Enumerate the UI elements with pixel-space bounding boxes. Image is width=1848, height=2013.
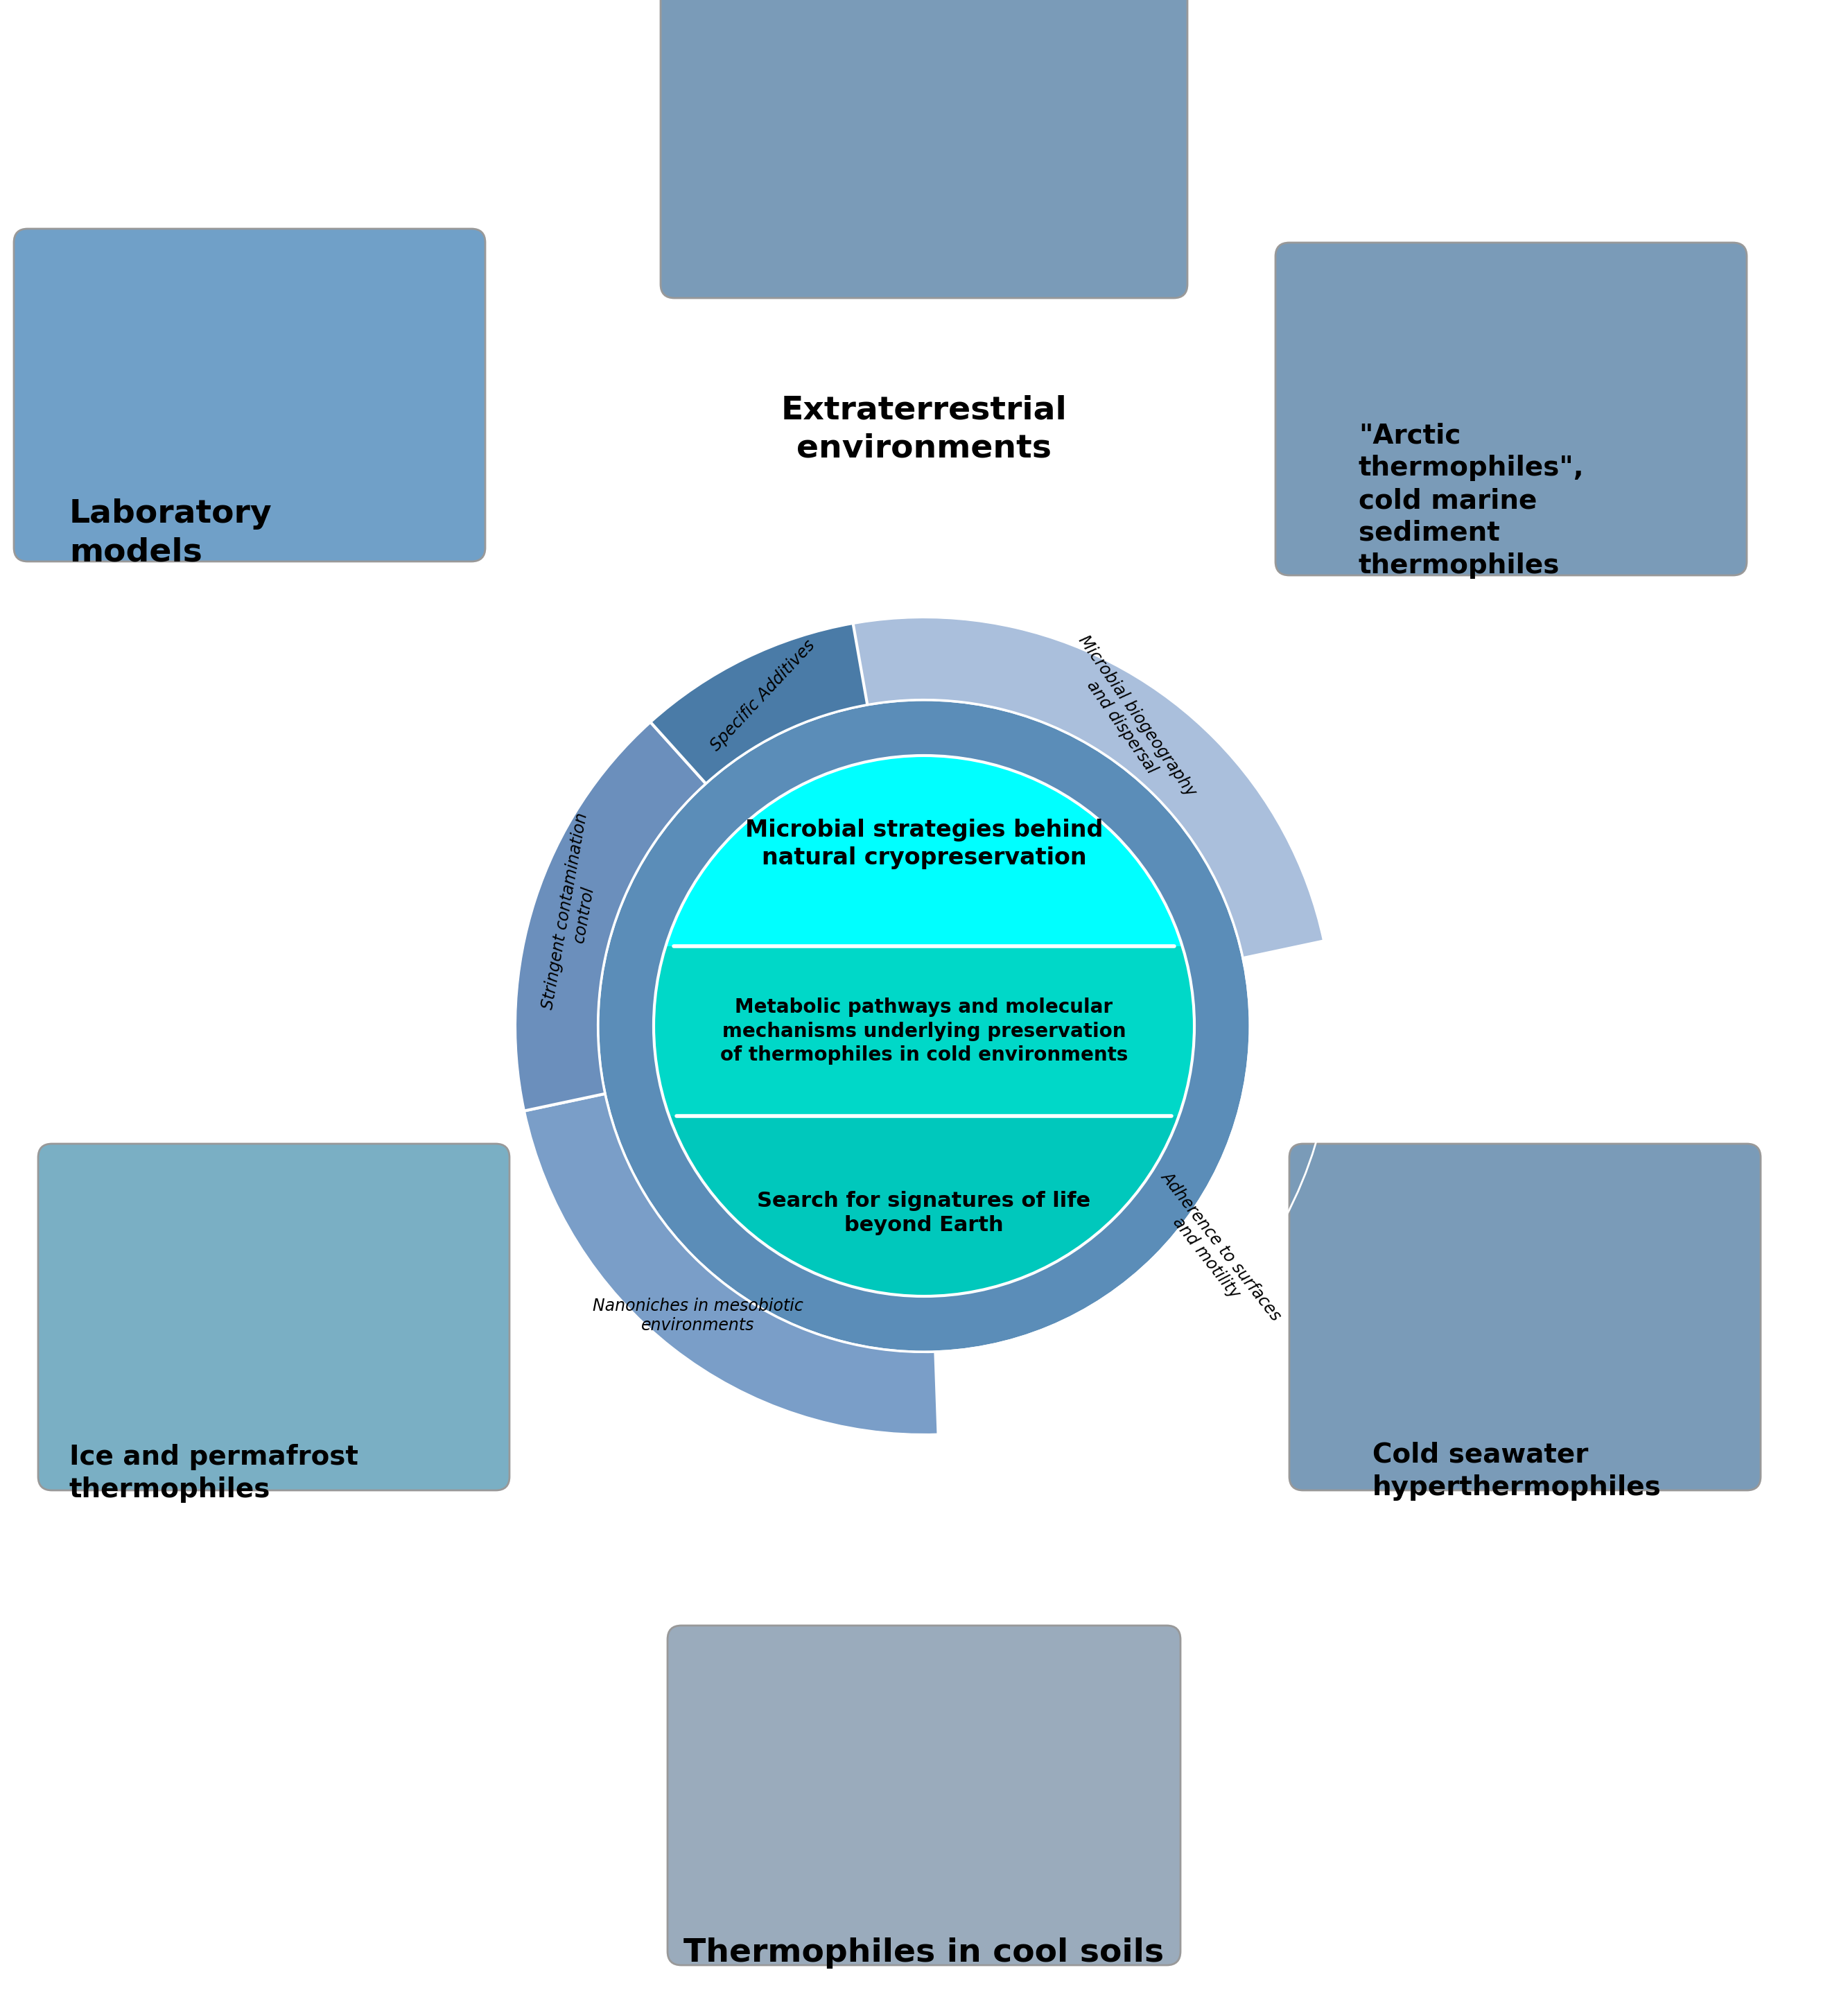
Text: Nanoniches in mesobiotic
environments: Nanoniches in mesobiotic environments bbox=[593, 1298, 804, 1333]
Text: Thermophiles in cool soils: Thermophiles in cool soils bbox=[684, 1937, 1164, 1969]
Wedge shape bbox=[525, 1093, 939, 1435]
Text: Search for signatures of life
beyond Earth: Search for signatures of life beyond Ear… bbox=[758, 1190, 1090, 1236]
Wedge shape bbox=[650, 624, 867, 783]
FancyBboxPatch shape bbox=[660, 0, 1188, 298]
Wedge shape bbox=[516, 723, 706, 1111]
Text: Stringent contamination
control: Stringent contamination control bbox=[540, 811, 610, 1015]
Text: Laboratory
models: Laboratory models bbox=[70, 499, 272, 568]
Text: Ice and permafrost
thermophiles: Ice and permafrost thermophiles bbox=[70, 1443, 359, 1504]
Bar bbox=[654, 946, 1194, 1115]
FancyBboxPatch shape bbox=[15, 229, 486, 562]
FancyBboxPatch shape bbox=[667, 1627, 1181, 1965]
FancyBboxPatch shape bbox=[1275, 244, 1746, 576]
Text: Specific Additives: Specific Additives bbox=[708, 636, 819, 755]
Text: Metabolic pathways and molecular
mechanisms underlying preservation
of thermophi: Metabolic pathways and molecular mechani… bbox=[721, 996, 1127, 1065]
Wedge shape bbox=[854, 616, 1323, 958]
Wedge shape bbox=[599, 701, 1249, 1351]
Circle shape bbox=[654, 755, 1194, 1296]
FancyBboxPatch shape bbox=[39, 1143, 510, 1490]
FancyBboxPatch shape bbox=[1290, 1143, 1761, 1490]
Wedge shape bbox=[516, 616, 1323, 1435]
Text: Microbial strategies behind
natural cryopreservation: Microbial strategies behind natural cryo… bbox=[745, 819, 1103, 870]
Text: Cold seawater
hyperthermophiles: Cold seawater hyperthermophiles bbox=[1373, 1441, 1661, 1502]
Text: Extraterrestrial
environments: Extraterrestrial environments bbox=[782, 395, 1066, 465]
Text: Microbial biogeography
and dispersal: Microbial biogeography and dispersal bbox=[1059, 632, 1199, 811]
Bar bbox=[654, 755, 1194, 946]
Text: Adherence to surfaces
and motility: Adherence to surfaces and motility bbox=[1142, 1168, 1284, 1337]
Text: "Arctic
thermophiles",
cold marine
sediment
thermophiles: "Arctic thermophiles", cold marine sedim… bbox=[1358, 423, 1584, 580]
